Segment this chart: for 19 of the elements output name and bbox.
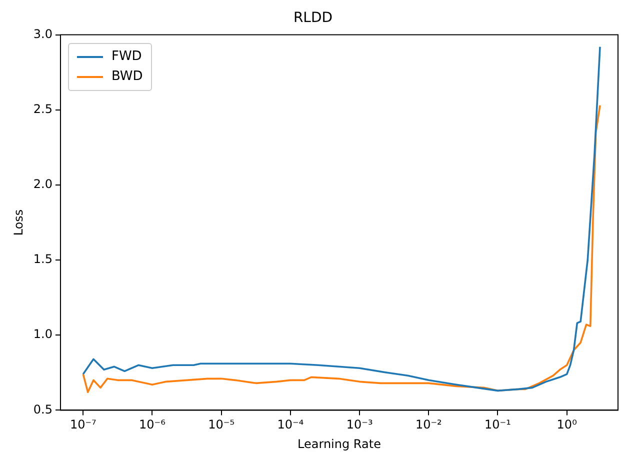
x-axis-title: Learning Rate xyxy=(298,436,381,451)
y-tick-label: 0.5 xyxy=(33,402,52,416)
x-tick-label: 10⁰ xyxy=(556,418,578,432)
chart-title: RLDD xyxy=(293,10,333,26)
y-axis-title: Loss xyxy=(11,209,26,236)
y-tick-label: 2.0 xyxy=(33,177,52,192)
y-tick-label: 1.0 xyxy=(33,327,52,342)
x-tick-label: 10⁻⁴ xyxy=(277,418,304,432)
x-tick-label: 10⁻² xyxy=(415,418,442,432)
y-tick-label: 1.5 xyxy=(33,252,52,266)
x-tick-label: 10⁻⁷ xyxy=(70,418,97,432)
x-tick-label: 10⁻³ xyxy=(346,418,373,432)
x-tick-label: 10⁻⁵ xyxy=(208,418,235,432)
x-tick-label: 10⁻⁶ xyxy=(139,418,166,432)
y-tick-label: 3.0 xyxy=(33,26,52,41)
y-tick-label: 2.5 xyxy=(33,102,52,116)
legend-label: FWD xyxy=(111,48,142,66)
legend-label: BWD xyxy=(111,68,143,86)
x-tick-label: 10⁻¹ xyxy=(484,418,512,432)
